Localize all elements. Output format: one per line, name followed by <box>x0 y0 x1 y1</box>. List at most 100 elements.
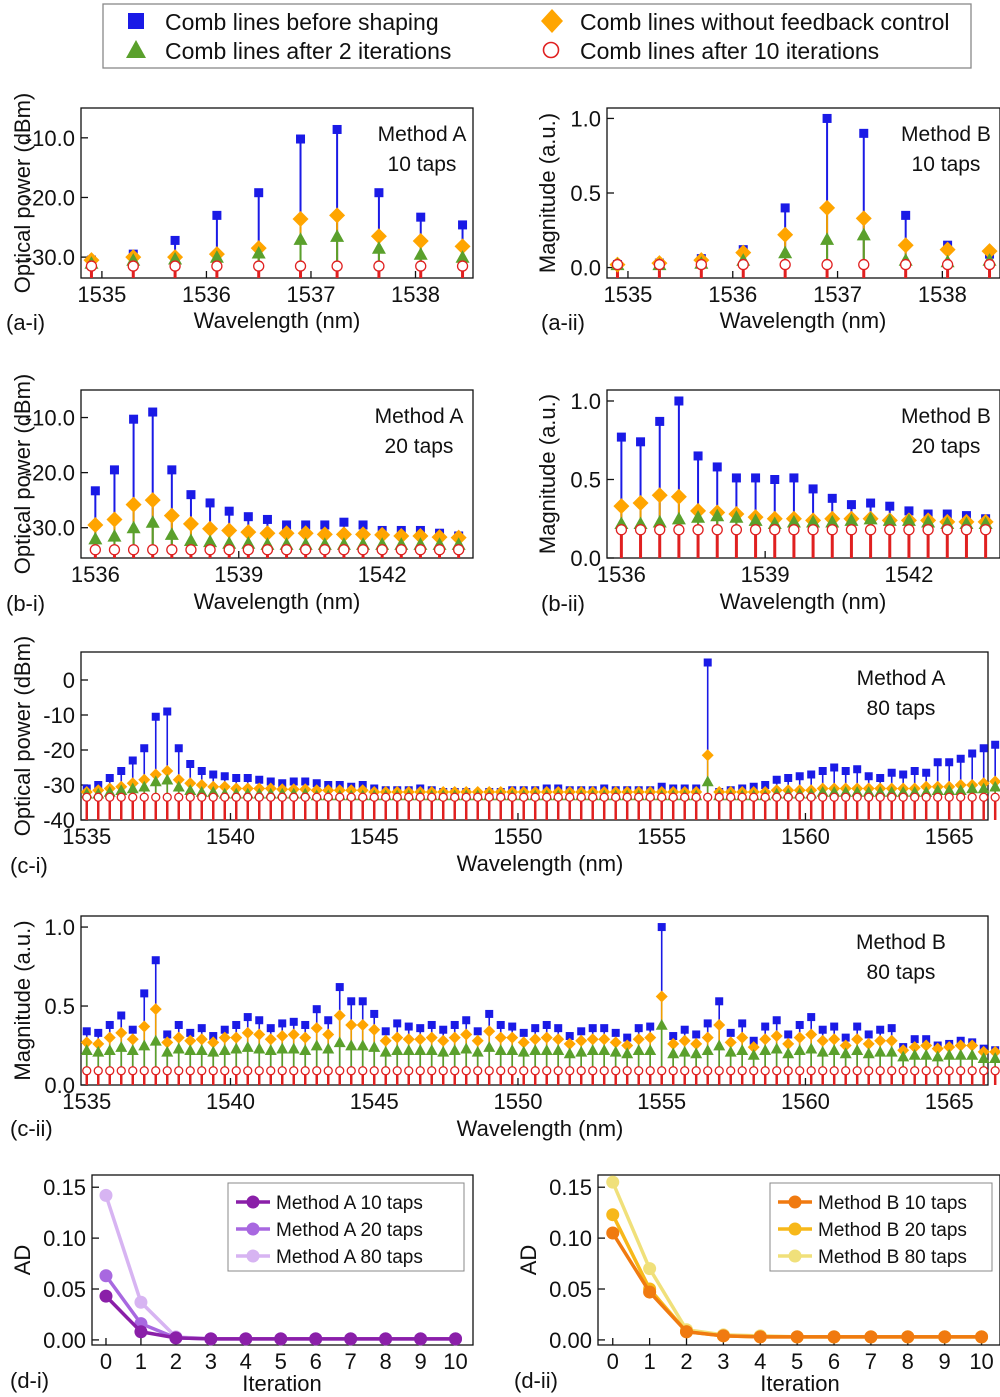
marker-before <box>876 1025 885 1034</box>
y-tick-label: -40 <box>43 808 75 833</box>
marker-iter10 <box>438 792 448 802</box>
marker-iter2 <box>92 1045 105 1057</box>
marker-iter10 <box>519 1066 529 1076</box>
marker-iter10 <box>634 524 647 536</box>
marker-before <box>922 1035 931 1044</box>
taps-annotation: 20 taps <box>385 435 454 458</box>
marker-iter10 <box>174 1066 184 1076</box>
marker-iter10 <box>653 258 666 271</box>
marker-iter2 <box>874 1045 887 1057</box>
marker-iter10 <box>691 792 701 802</box>
ad-point <box>379 1332 393 1346</box>
marker-nofb <box>368 1023 381 1036</box>
marker-nofb <box>393 527 410 544</box>
marker-nofb <box>230 1031 243 1044</box>
marker-iter10 <box>211 260 223 272</box>
marker-before <box>105 1020 114 1029</box>
marker-before <box>680 1025 689 1034</box>
marker-iter10 <box>673 524 685 536</box>
y-axis-label: Magnitude (a.u.) <box>535 394 560 554</box>
y-tick-label: 1.0 <box>570 389 601 414</box>
marker-before <box>822 113 832 123</box>
marker-before <box>151 712 160 721</box>
y-tick-label: 0.5 <box>570 181 601 206</box>
marker-nofb <box>586 1033 599 1046</box>
marker-before <box>910 767 919 775</box>
panel-d-ii: 0 1 2 3 4 5 6 7 8 9 10 0.00 0.05 0.10 0.15 Iteration AD (… <box>514 1174 1000 1396</box>
marker-iter10 <box>829 792 839 802</box>
ad-point <box>134 1325 148 1339</box>
marker-nofb <box>345 1018 358 1031</box>
marker-iter10 <box>289 1066 299 1076</box>
panel-a-ii: 1535 1536 1537 1538 0.0 0.5 1.0 Wavelength (nm)… <box>535 106 1000 335</box>
ad-point <box>606 1226 620 1240</box>
marker-before <box>866 498 876 508</box>
marker-nofb <box>920 1039 933 1052</box>
marker-nofb <box>115 1026 128 1039</box>
marker-iter10 <box>983 258 996 271</box>
marker-iter2 <box>483 1041 496 1052</box>
x-tick-label: 1535 <box>603 282 652 307</box>
ad-legend-label: Method A 20 taps <box>276 1220 423 1241</box>
plot-frame <box>80 107 474 279</box>
marker-iter10 <box>358 792 368 802</box>
marker-iter10 <box>634 1066 644 1076</box>
marker-iter10 <box>852 1066 862 1076</box>
marker-before <box>416 1024 425 1033</box>
marker-iter2 <box>460 1042 473 1054</box>
marker-iter2 <box>264 1044 277 1056</box>
y-axis-label: Magnitude (a.u.) <box>10 920 35 1080</box>
y-tick-label: -10 <box>43 703 75 728</box>
marker-nofb <box>329 207 346 224</box>
marker-iter2 <box>207 1045 220 1057</box>
marker-before <box>109 465 119 475</box>
marker-iter2 <box>517 1045 530 1057</box>
y-tick-label: 1.0 <box>570 106 601 131</box>
marker-before <box>611 1028 620 1037</box>
marker-iter2 <box>729 510 744 523</box>
y-tick-label: 0.15 <box>43 1175 86 1200</box>
marker-iter10 <box>139 792 149 802</box>
x-tick-label: 1565 <box>925 1089 974 1114</box>
y-tick-label: 0.10 <box>43 1226 86 1251</box>
marker-iter10 <box>818 1066 828 1076</box>
marker-iter10 <box>565 792 575 802</box>
marker-before <box>205 498 215 508</box>
marker-iter2 <box>862 1047 875 1059</box>
marker-before <box>508 1022 517 1031</box>
marker-iter10 <box>933 1066 943 1076</box>
marker-nofb <box>182 515 199 532</box>
ad-point <box>827 1330 841 1344</box>
x-tick-label: 1535 <box>77 282 126 307</box>
marker-nofb <box>241 1026 254 1039</box>
marker-nofb <box>218 780 231 793</box>
y-tick-label: -30 <box>43 773 75 798</box>
y-axis-label: Magnitude (a.u.) <box>535 113 560 273</box>
marker-iter2 <box>782 1047 795 1059</box>
marker-iter2 <box>115 784 128 796</box>
marker-nofb <box>355 526 372 543</box>
marker-nofb <box>862 1037 875 1050</box>
marker-iter2 <box>770 1042 783 1054</box>
legend-square-marker <box>128 13 144 29</box>
marker-iter2 <box>805 1042 818 1054</box>
marker-before <box>174 1020 183 1029</box>
taps-annotation: 10 taps <box>912 153 981 176</box>
marker-before <box>910 1035 919 1044</box>
marker-iter10 <box>174 792 184 802</box>
marker-iter2 <box>851 1044 864 1056</box>
marker-nofb <box>92 1037 105 1050</box>
marker-iter10 <box>795 1066 805 1076</box>
marker-before <box>772 1016 781 1025</box>
marker-iter10 <box>588 792 598 802</box>
marker-iter10 <box>208 1066 218 1076</box>
x-tick-label: 3 <box>717 1349 729 1374</box>
x-tick-label: 1560 <box>781 824 830 849</box>
marker-iter10 <box>922 524 934 536</box>
marker-iter2 <box>748 513 763 526</box>
marker-nofb <box>655 990 668 1003</box>
marker-before <box>945 758 954 767</box>
marker-before <box>232 1020 241 1029</box>
marker-iter10 <box>979 792 989 802</box>
ad-legend-label: Method B 10 taps <box>818 1193 967 1214</box>
